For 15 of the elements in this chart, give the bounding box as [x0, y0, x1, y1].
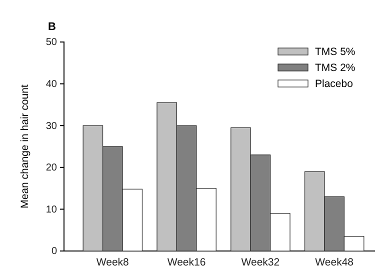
y-axis-title: Mean change in hair count — [19, 84, 31, 208]
legend-label: Placebo — [315, 78, 354, 90]
y-tick-label: 40 — [46, 79, 58, 90]
x-tick-label: Week8 — [96, 256, 130, 269]
y-tick-label: 0 — [51, 246, 58, 258]
legend-label: TMS 2% — [315, 62, 356, 74]
y-tick-label: 20 — [46, 162, 58, 174]
x-tick-label: Week48 — [315, 256, 354, 269]
legend-label: TMS 5% — [315, 46, 356, 58]
y-tick-label: 10 — [46, 204, 58, 216]
x-tick-label: Week16 — [167, 256, 206, 269]
chart-title: B — [48, 21, 56, 33]
x-tick-label: Week32 — [241, 256, 280, 269]
y-tick-label: 30 — [46, 120, 58, 132]
y-tick-label: 50 — [46, 37, 58, 48]
